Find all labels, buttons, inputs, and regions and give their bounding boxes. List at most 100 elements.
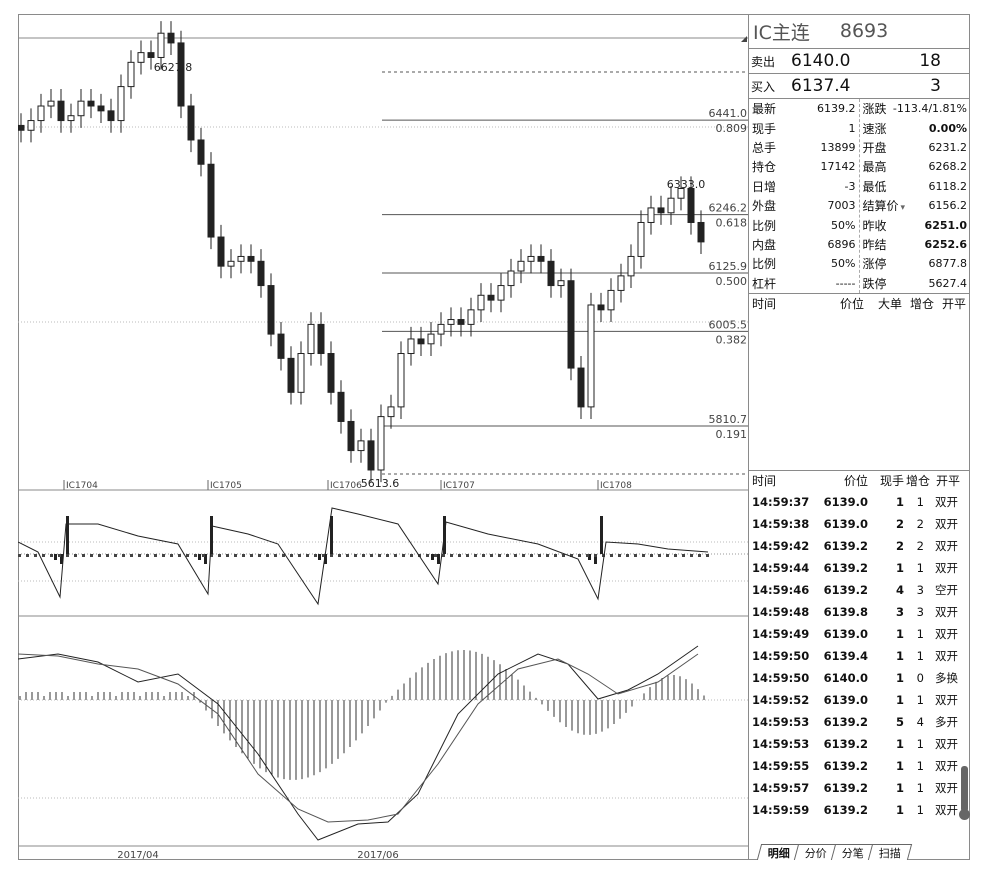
fib-price-label: 6125.9 [709, 260, 748, 273]
candle-body [157, 32, 165, 58]
tick-price: 6139.8 [823, 604, 868, 619]
stat-label: 结算价 [862, 199, 899, 214]
tick-time: 14:59:57 [752, 780, 810, 795]
tick-row[interactable]: 14:59:46 6139.2 4 3 空开 [749, 579, 970, 601]
tick-qty: 1 [895, 758, 904, 773]
tick-row[interactable]: 14:59:44 6139.2 1 1 双开 [749, 557, 970, 579]
dropdown-icon[interactable]: ▾ [900, 202, 906, 213]
indicator-bar [490, 554, 493, 557]
candle-body [357, 440, 365, 452]
indicator-bar [474, 554, 477, 557]
tick-row[interactable]: 14:59:53 6139.2 1 1 双开 [749, 733, 970, 755]
indicator-bar [602, 554, 605, 557]
stat-value: 1 [848, 121, 856, 135]
candle-body [507, 270, 515, 287]
stat-value: 17142 [820, 160, 856, 174]
big-order-header: 时间 价位 大单 增仓 开平 [749, 294, 970, 314]
corner-triangle-icon [741, 36, 747, 42]
tick-row[interactable]: 14:59:50 6140.0 1 0 多换 [749, 667, 970, 689]
kline-chart-area[interactable]: 6441.0 0.809 6246.2 0.618 6125.9 0.500 6005.5 0… [18, 14, 748, 860]
candle-body [537, 255, 545, 262]
tick-price: 6140.0 [823, 670, 868, 685]
tick-row[interactable]: 14:59:37 6139.0 1 1 双开 [749, 491, 970, 513]
kline-chart-svg[interactable]: 6441.0 0.809 6246.2 0.618 6125.9 0.500 6005.5 0… [18, 14, 748, 860]
indicator-bar [266, 554, 269, 557]
indicator-bar [698, 554, 701, 557]
indicator-bar [42, 554, 45, 557]
stat-label: 昨结 [862, 237, 887, 252]
tick-time: 14:59:44 [752, 560, 810, 575]
tick-row[interactable]: 14:59:57 6139.2 1 1 双开 [749, 777, 970, 799]
indicator-bar [442, 554, 445, 557]
tick-time: 14:59:49 [752, 626, 810, 641]
stat-row: 比例 50% [749, 254, 859, 273]
tick-row[interactable]: 14:59:38 6139.0 2 2 双开 [749, 513, 970, 535]
ask-price: 6140.0 [791, 51, 851, 71]
tick-qty: 2 [895, 538, 904, 553]
tick-qty-header: 现手 [879, 474, 904, 489]
indicator-bar [458, 554, 461, 557]
tick-row[interactable]: 14:59:55 6139.2 1 1 双开 [749, 755, 970, 777]
tick-row[interactable]: 14:59:49 6139.0 1 1 双开 [749, 623, 970, 645]
instrument-header[interactable]: IC主连 8693 [741, 14, 970, 49]
stat-row: 杠杆 ----- [749, 274, 859, 293]
tick-scrollbar-knob[interactable] [959, 809, 970, 820]
stat-label: 总手 [752, 140, 777, 155]
tick-time: 14:59:53 [752, 736, 810, 751]
indicator-bar [658, 554, 661, 557]
tick-row[interactable]: 14:59:53 6139.2 5 4 多开 [749, 711, 970, 733]
indicator-bar [66, 554, 69, 557]
indicator-bar [54, 554, 57, 560]
tick-row[interactable]: 14:59:59 6139.2 1 1 双开 [749, 799, 970, 821]
candle-body [627, 255, 635, 277]
tick-row[interactable]: 14:59:48 6139.8 3 3 双开 [749, 601, 970, 623]
big-order-price-header: 价位 [839, 297, 864, 312]
contract-label: IC1707 [443, 481, 475, 491]
tick-header: 时间 价位 现手 增仓 开平 [749, 471, 970, 491]
stat-value: 6252.6 [924, 237, 967, 251]
tick-oi: 1 [916, 758, 924, 773]
indicator-bar [514, 554, 517, 557]
stat-row: 日增 -3 [749, 177, 859, 196]
instrument-name: IC主连 [753, 21, 810, 44]
indicator-bar [378, 554, 381, 557]
tick-oi: 0 [916, 670, 924, 685]
stat-value: 6251.0 [924, 218, 967, 232]
tick-time: 14:59:50 [752, 670, 810, 685]
indicator-line [18, 507, 709, 606]
candle-body [247, 255, 255, 262]
indicator-spike [600, 516, 603, 554]
big-order-list[interactable] [749, 314, 970, 471]
tick-scrollbar[interactable] [961, 766, 968, 812]
tick-price: 6139.2 [823, 582, 868, 597]
bid-price: 6137.4 [791, 76, 851, 96]
tick-row[interactable]: 14:59:52 6139.0 1 1 双开 [749, 689, 970, 711]
tick-row[interactable]: 14:59:50 6139.4 1 1 双开 [749, 645, 970, 667]
tick-type: 双开 [935, 604, 958, 619]
tick-qty: 1 [895, 560, 904, 575]
stat-value: -3 [844, 179, 856, 193]
candle-body [117, 86, 125, 122]
tick-qty: 1 [895, 780, 904, 795]
candle-body [107, 110, 115, 122]
low-price-label: 5613.6 [361, 477, 400, 490]
indicator-bar [386, 554, 389, 557]
indicator-bar [290, 554, 293, 557]
candle-body [697, 221, 705, 243]
indicator-bar [204, 554, 207, 564]
tick-row[interactable]: 14:59:42 6139.2 2 2 双开 [749, 535, 970, 557]
candle-body [577, 367, 585, 408]
tick-list[interactable]: 14:59:37 6139.0 1 1 双开 14:59:38 6139.0 2 2 双开 14:5… [749, 491, 970, 821]
stat-row: 开盘 6231.2 [860, 138, 971, 157]
stat-row: 现手 1 [749, 118, 859, 137]
stat-row: 涨停 6877.8 [860, 254, 971, 273]
candle-body [377, 416, 385, 471]
candle-body [18, 124, 25, 131]
stats-left-column: 最新 6139.2 现手 1 总手 13899 持仓 17142 日增 -3 外盘 7003 比例 50%… [749, 99, 860, 293]
tick-qty: 1 [895, 692, 904, 707]
window-frame [18, 14, 970, 860]
tab-3[interactable]: 扫描 [867, 844, 913, 860]
tick-time: 14:59:37 [752, 494, 810, 509]
tick-time: 14:59:59 [752, 802, 810, 817]
stat-row: 持仓 17142 [749, 157, 859, 176]
